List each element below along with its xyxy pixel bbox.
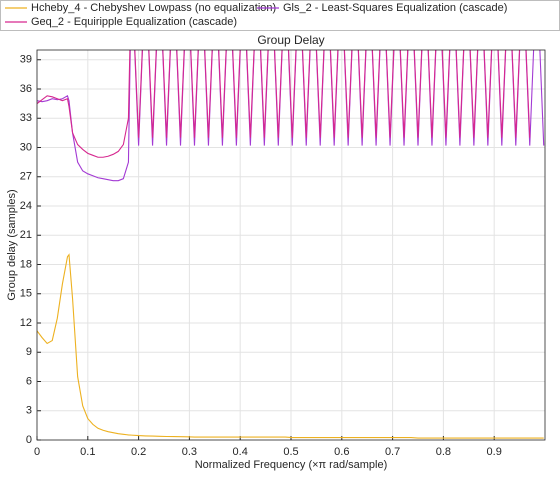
y-tick-label: 30 bbox=[20, 141, 32, 153]
legend-label: Gls_2 - Least-Squares Equalization (casc… bbox=[283, 2, 507, 14]
legend-label: Geq_2 - Equiripple Equalization (cascade… bbox=[31, 16, 237, 28]
x-tick-label: 0.2 bbox=[131, 446, 146, 458]
y-tick-label: 9 bbox=[26, 346, 32, 358]
y-tick-label: 36 bbox=[20, 83, 32, 95]
y-tick-label: 18 bbox=[20, 258, 32, 270]
y-tick-label: 3 bbox=[26, 405, 32, 417]
x-axis-label: Normalized Frequency (×π rad/sample) bbox=[195, 459, 388, 471]
y-axis-label: Group delay (samples) bbox=[6, 189, 18, 300]
x-tick-label: 0.3 bbox=[182, 446, 197, 458]
x-tick-label: 0 bbox=[34, 446, 40, 458]
y-tick-label: 6 bbox=[26, 375, 32, 387]
y-tick-label: 15 bbox=[20, 288, 32, 300]
chart-title: Group Delay bbox=[257, 33, 324, 47]
x-tick-label: 0.1 bbox=[80, 446, 95, 458]
y-tick-label: 33 bbox=[20, 112, 32, 124]
legend-box bbox=[0, 0, 560, 31]
y-tick-label: 0 bbox=[26, 434, 32, 446]
x-tick-label: 0.9 bbox=[487, 446, 502, 458]
legend-label: Hcheby_4 - Chebyshev Lowpass (no equaliz… bbox=[31, 2, 276, 14]
x-tick-label: 0.4 bbox=[233, 446, 248, 458]
series-line bbox=[37, 253, 544, 439]
x-tick-label: 0.7 bbox=[385, 446, 400, 458]
y-tick-label: 39 bbox=[20, 54, 32, 66]
y-tick-label: 21 bbox=[20, 229, 32, 241]
series-line bbox=[37, 50, 531, 158]
plot-lines bbox=[37, 50, 545, 439]
y-tick-label: 24 bbox=[20, 200, 32, 212]
x-tick-label: 0.6 bbox=[334, 446, 349, 458]
y-tick-label: 12 bbox=[20, 317, 32, 329]
plot-border bbox=[36, 49, 546, 441]
x-tick-label: 0.8 bbox=[436, 446, 451, 458]
x-tick-label: 0.5 bbox=[283, 446, 298, 458]
y-tick-label: 27 bbox=[20, 171, 32, 183]
